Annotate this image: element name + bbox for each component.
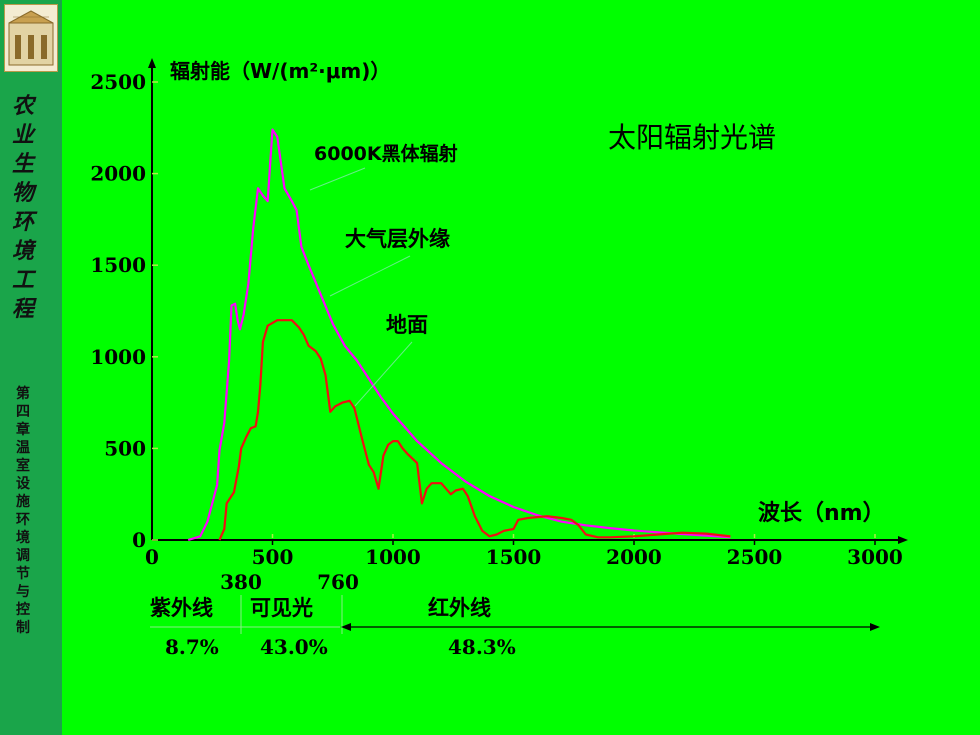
region-ir-percent: 48.3% (448, 635, 516, 659)
x-tick-label: 2000 (606, 545, 662, 569)
y-tick-label: 2000 (90, 162, 146, 186)
region-visible-label: 可见光 (250, 596, 313, 620)
axes (148, 58, 908, 544)
region-ir-label: 红外线 (428, 596, 491, 620)
x-tick-label: 1500 (486, 545, 542, 569)
ir-range-arrow-left (341, 623, 351, 631)
boundary-label-760: 760 (317, 570, 359, 594)
x-tick-label: 0 (145, 545, 159, 569)
sidebar: 农业生物环境工程 第四章 温室设施环境调节与控制 (0, 0, 62, 735)
chart-title: 太阳辐射光谱 (608, 121, 776, 154)
x-axis-label: 波长（nm） (758, 501, 885, 526)
x-tick-label: 3000 (847, 545, 903, 569)
leader-line-ground (354, 341, 413, 407)
boundary-label-380: 380 (220, 570, 262, 594)
ir-range-arrow-right (870, 623, 880, 631)
curve-label-ground: 地面 (386, 313, 428, 337)
y-axis-arrow (148, 58, 156, 68)
leader-line-blackbody (309, 167, 366, 191)
region-visible-percent: 43.0% (260, 635, 328, 659)
series-line-blackbody (187, 128, 731, 542)
region-uv-label: 紫外线 (150, 596, 213, 620)
leader-line-outer-atmosphere (329, 255, 411, 297)
x-tick-label: 1000 (365, 545, 421, 569)
curve-label-outer-atmosphere: 大气层外缘 (345, 227, 450, 251)
y-tick-label: 1500 (90, 253, 146, 277)
x-tick-label: 500 (252, 545, 294, 569)
y-tick-label: 500 (104, 436, 146, 460)
series-line-ground (218, 319, 731, 541)
y-tick-label: 2500 (90, 70, 146, 94)
x-axis-arrow (898, 536, 908, 544)
y-tick-label: 1000 (90, 345, 146, 369)
curve-label-blackbody: 6000K黑体辐射 (314, 142, 458, 165)
university-logo (4, 4, 58, 72)
course-title: 农业生物环境工程 (11, 93, 34, 322)
chapter-title: 第四章 温室设施环境调节与控制 (16, 386, 30, 636)
y-axis-label: 辐射能（W/(m²·μm)） (170, 59, 390, 83)
region-uv-percent: 8.7% (165, 635, 219, 659)
x-tick-label: 2500 (727, 545, 783, 569)
y-tick-label: 0 (132, 528, 146, 552)
